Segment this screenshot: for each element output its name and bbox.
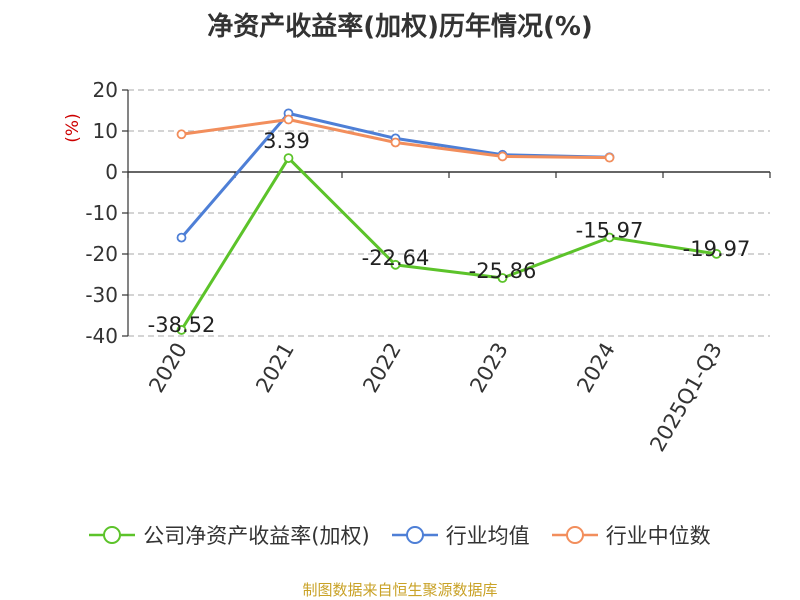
x-tick-label: 2021 [251,339,299,397]
data-label: -15.97 [576,218,644,242]
data-point [283,114,294,125]
data-point [283,153,294,164]
source-note: 制图数据来自恒生聚源数据库 [302,581,498,599]
data-point [390,137,401,148]
legend-swatch [391,526,438,544]
data-label: -38.52 [148,313,216,337]
legend: 公司净资产收益率(加权) 行业均值 行业中位数 [0,520,800,550]
data-point [711,248,722,259]
y-tick-label: -30 [85,283,118,307]
series-line-1 [180,111,610,239]
legend-item[interactable]: 公司净资产收益率(加权) [89,520,370,550]
data-label-layer: -38.52 3.39 -22.64 -25.86 -15.97 -19.97 [148,129,751,337]
data-point [176,325,187,335]
x-tick-label: 2025Q1-Q3 [645,339,727,456]
legend-item[interactable]: 行业中位数 [551,520,711,550]
data-label: -22.64 [362,246,430,270]
legend-label: 行业中位数 [605,524,711,548]
legend-swatch [551,526,598,544]
y-tick-label: 0 [105,160,118,184]
data-point [497,273,508,283]
y-tick-label: 20 [93,78,118,102]
y-tick-label: 10 [93,119,118,143]
series-layer [176,108,722,335]
data-label: -25.86 [469,259,537,283]
x-tick-label: 2023 [465,339,513,397]
x-tick-label: 2024 [572,339,620,397]
data-point [390,259,401,270]
legend-swatch-marker [565,526,584,544]
data-label: -19.97 [683,237,751,261]
legend-item[interactable]: 行业均值 [391,520,530,550]
x-tick-label: 2020 [144,339,192,397]
legend-label: 行业均值 [445,524,530,548]
chart-title: 净资产收益率(加权)历年情况(%) [207,12,593,42]
grid-layer [128,89,770,337]
legend-swatch-marker [405,526,424,544]
data-point [176,129,187,140]
legend-label: 公司净资产收益率(加权) [143,524,370,548]
data-point [176,232,187,243]
legend-swatch-marker [103,526,122,544]
y-tick-label: -40 [85,324,118,348]
y-tick-label: -10 [85,201,118,225]
data-label: 3.39 [263,129,310,153]
x-tick-label: 2022 [358,339,406,397]
data-point [604,152,615,163]
data-point [497,151,508,162]
y-tick-label: -20 [85,242,118,266]
series-line-0 [180,156,717,331]
legend-swatch [89,526,136,544]
y-axis-label: (%) [63,113,83,142]
data-point [604,232,615,243]
